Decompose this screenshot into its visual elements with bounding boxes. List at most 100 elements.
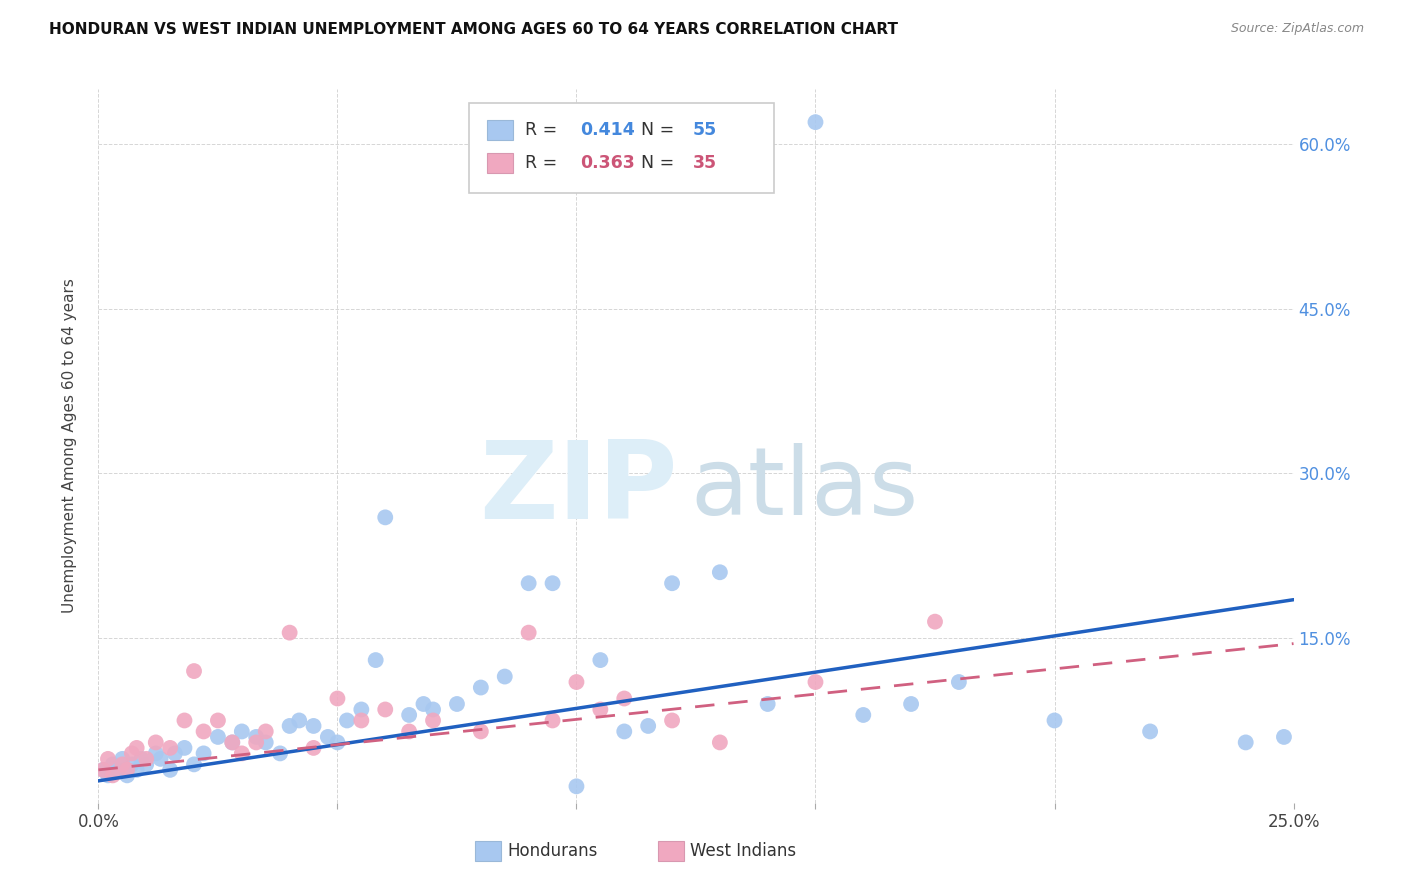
Point [288, 714, 311, 728]
Text: R =: R = [524, 153, 562, 171]
Point [245, 735, 267, 749]
Point [183, 664, 205, 678]
Point [470, 724, 492, 739]
Point [613, 724, 636, 739]
Point [412, 697, 434, 711]
Point [115, 763, 138, 777]
Point [278, 625, 301, 640]
Point [135, 757, 157, 772]
Text: atlas: atlas [690, 442, 918, 535]
Point [97, 768, 120, 782]
Point [207, 730, 229, 744]
Point [207, 714, 229, 728]
Point [149, 752, 172, 766]
Point [173, 714, 195, 728]
Point [364, 653, 387, 667]
FancyBboxPatch shape [470, 103, 773, 193]
Point [145, 735, 167, 749]
Point [316, 730, 339, 744]
Point [302, 740, 325, 755]
Point [231, 747, 253, 761]
Point [613, 691, 636, 706]
Text: Hondurans: Hondurans [508, 842, 598, 860]
Point [756, 697, 779, 711]
Text: 55: 55 [692, 121, 717, 139]
Point [269, 747, 291, 761]
Point [254, 735, 277, 749]
Point [278, 719, 301, 733]
Point [336, 714, 359, 728]
Bar [475, 841, 501, 862]
Point [398, 724, 420, 739]
Point [661, 714, 683, 728]
Text: R =: R = [524, 121, 562, 139]
Point [101, 768, 124, 782]
Point [221, 735, 243, 749]
Point [517, 576, 540, 591]
Point [193, 724, 215, 739]
Point [173, 740, 195, 755]
Point [1043, 714, 1066, 728]
Point [254, 724, 277, 739]
Point [398, 708, 420, 723]
Bar [486, 153, 513, 173]
Point [494, 669, 516, 683]
Point [131, 752, 153, 766]
Point [1234, 735, 1257, 749]
Bar [486, 120, 513, 140]
Point [221, 735, 243, 749]
Text: HONDURAN VS WEST INDIAN UNEMPLOYMENT AMONG AGES 60 TO 64 YEARS CORRELATION CHART: HONDURAN VS WEST INDIAN UNEMPLOYMENT AMO… [49, 22, 898, 37]
Point [565, 675, 588, 690]
Point [115, 768, 138, 782]
Point [121, 757, 143, 772]
Text: N =: N = [630, 121, 681, 139]
Point [589, 702, 612, 716]
Text: 35: 35 [692, 153, 717, 171]
Point [709, 566, 731, 580]
Point [125, 763, 148, 777]
Text: 0.363: 0.363 [581, 153, 634, 171]
Point [159, 763, 181, 777]
Point [804, 115, 827, 129]
Point [111, 752, 134, 766]
Point [183, 757, 205, 772]
Point [91, 763, 114, 777]
Point [374, 510, 396, 524]
Point [517, 625, 540, 640]
Point [446, 697, 468, 711]
Point [852, 708, 875, 723]
Point [637, 719, 659, 733]
Point [422, 714, 444, 728]
Point [111, 757, 134, 772]
Text: Source: ZipAtlas.com: Source: ZipAtlas.com [1230, 22, 1364, 36]
Point [470, 681, 492, 695]
Point [541, 576, 564, 591]
Point [91, 763, 114, 777]
Point [661, 576, 683, 591]
Point [350, 714, 373, 728]
Point [245, 730, 267, 744]
Point [422, 702, 444, 716]
Point [326, 691, 349, 706]
Bar [658, 841, 685, 862]
Point [709, 735, 731, 749]
Point [231, 724, 253, 739]
Point [350, 702, 373, 716]
Text: 0.414: 0.414 [581, 121, 634, 139]
Point [159, 740, 181, 755]
Point [97, 752, 120, 766]
Point [589, 653, 612, 667]
Point [107, 763, 129, 777]
Point [101, 757, 124, 772]
Point [948, 675, 970, 690]
Point [1139, 724, 1161, 739]
Point [125, 740, 148, 755]
Point [135, 752, 157, 766]
Point [1272, 730, 1295, 744]
Point [302, 719, 325, 733]
Text: N =: N = [630, 153, 681, 171]
Point [565, 780, 588, 794]
Point [541, 714, 564, 728]
Text: West Indians: West Indians [690, 842, 796, 860]
Point [326, 735, 349, 749]
